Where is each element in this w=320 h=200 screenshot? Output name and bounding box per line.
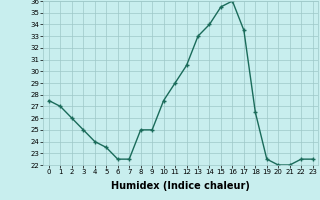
X-axis label: Humidex (Indice chaleur): Humidex (Indice chaleur) xyxy=(111,181,250,191)
